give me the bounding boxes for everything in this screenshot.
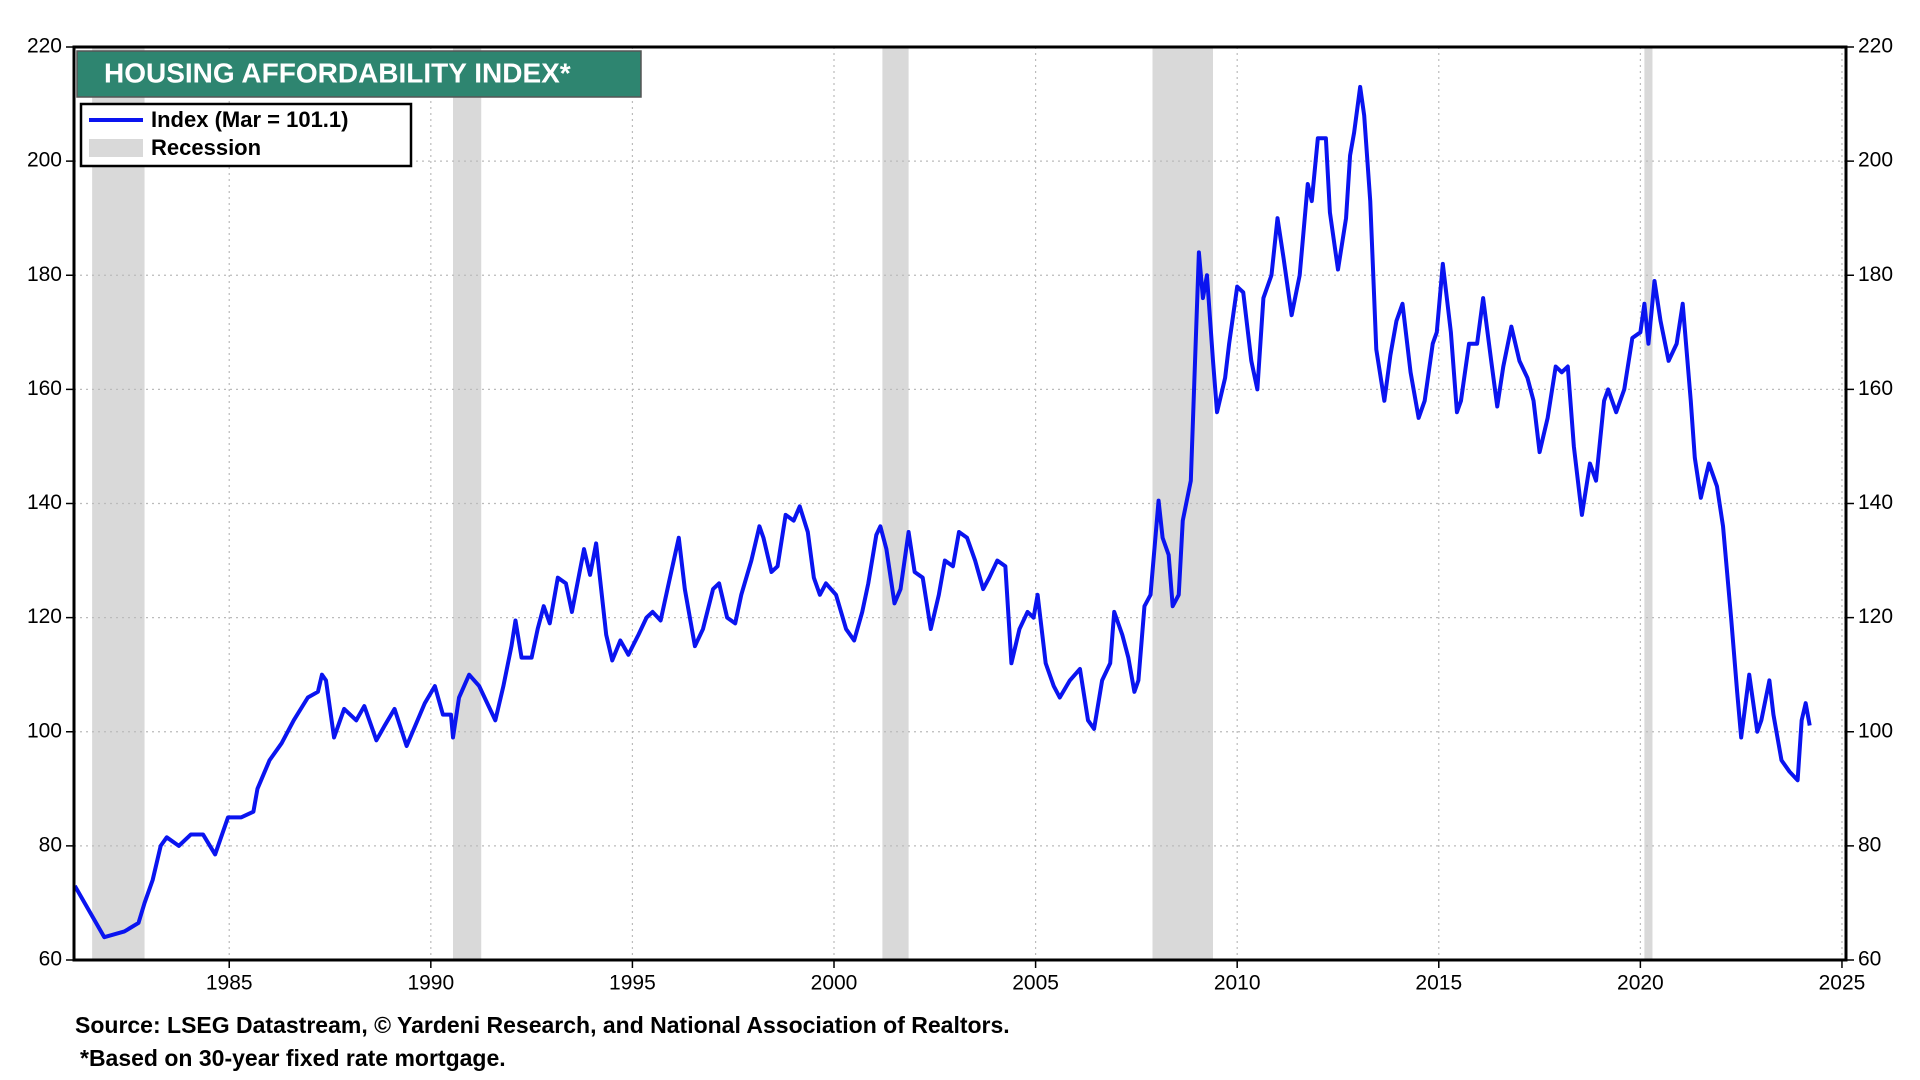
note: *Based on 30-year fixed rate mortgage. bbox=[80, 1045, 506, 1071]
legend-swatch bbox=[89, 139, 143, 157]
y2-tick-label: 80 bbox=[1858, 833, 1881, 856]
source: Source: LSEG Datastream, © Yardeni Resea… bbox=[75, 1012, 1010, 1038]
plot-frame bbox=[72, 45, 1848, 962]
y-tick-label: 80 bbox=[39, 833, 62, 856]
y2-tick-label: 100 bbox=[1858, 719, 1893, 742]
title-box bbox=[76, 50, 642, 98]
y2-tick-label: 160 bbox=[1858, 377, 1893, 400]
y2-tick-label: 120 bbox=[1858, 605, 1893, 628]
x-tick-label: 2005 bbox=[1012, 972, 1059, 995]
legend-label: Index (Mar = 101.1) bbox=[151, 107, 348, 132]
y-tick-label: 200 bbox=[27, 149, 62, 172]
x-tick-label: 1985 bbox=[206, 972, 253, 995]
x-tick-label: 2015 bbox=[1415, 972, 1462, 995]
chart-title: HOUSING AFFORDABILITY INDEX* bbox=[104, 57, 571, 88]
x-tick-label: 1990 bbox=[407, 972, 454, 995]
x-tick-label: 2025 bbox=[1819, 972, 1866, 995]
recession-band bbox=[92, 47, 145, 960]
legend-label: Recession bbox=[151, 135, 261, 160]
y2-tick-label: 220 bbox=[1858, 35, 1893, 58]
y-tick-label: 60 bbox=[39, 948, 62, 971]
y-tick-label: 140 bbox=[27, 491, 62, 514]
y-tick-label: 100 bbox=[27, 719, 62, 742]
x-tick-label: 2020 bbox=[1617, 972, 1664, 995]
index-line bbox=[73, 84, 1812, 940]
x-tick-label: 2000 bbox=[811, 972, 858, 995]
y2-tick-label: 140 bbox=[1858, 491, 1893, 514]
y2-tick-label: 200 bbox=[1858, 149, 1893, 172]
recession-band bbox=[1644, 47, 1653, 960]
y2-tick-label: 60 bbox=[1858, 948, 1881, 971]
y-tick-label: 220 bbox=[27, 35, 62, 58]
recession-band bbox=[882, 47, 909, 960]
x-tick-label: 1995 bbox=[609, 972, 656, 995]
x-tick-label: 2010 bbox=[1214, 972, 1261, 995]
y-tick-label: 180 bbox=[27, 263, 62, 286]
y-tick-label: 120 bbox=[27, 605, 62, 628]
y-tick-label: 160 bbox=[27, 377, 62, 400]
y2-tick-label: 180 bbox=[1858, 263, 1893, 286]
